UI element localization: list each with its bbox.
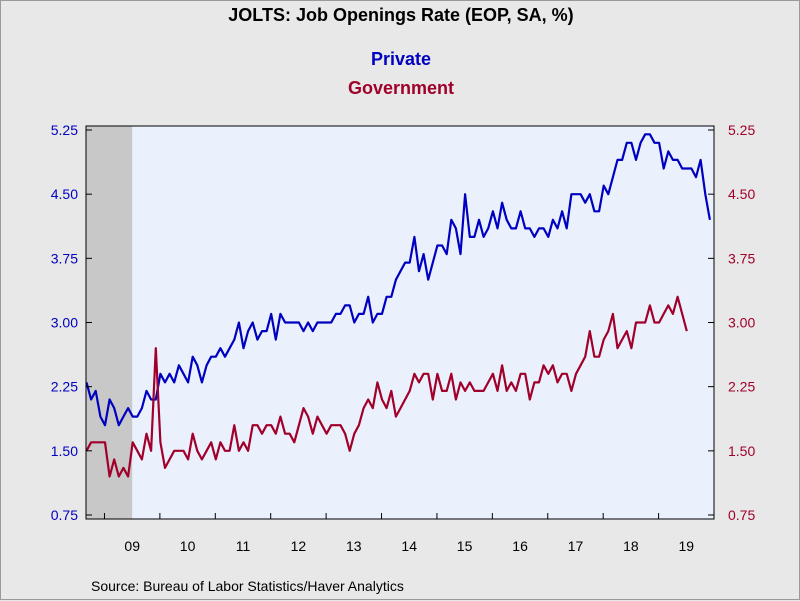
y-left-tick-label: 3.00	[51, 315, 78, 331]
y-left-tick-label: 5.25	[51, 122, 78, 138]
legend-private: Private	[371, 49, 431, 69]
y-right-tick-label: 0.75	[728, 507, 755, 523]
legend-government: Government	[348, 78, 454, 98]
x-tick-label: 09	[124, 538, 140, 554]
y-left-tick-label: 2.25	[51, 379, 78, 395]
x-tick-label: 12	[291, 538, 307, 554]
y-left-tick-label: 1.50	[51, 443, 78, 459]
series-line-private	[85, 133, 711, 427]
y-right-tick-label: 4.50	[728, 186, 755, 202]
plot-area	[86, 126, 714, 519]
recession-shading	[86, 126, 133, 519]
x-tick-label: 19	[679, 538, 695, 554]
x-tick-label: 15	[457, 538, 473, 554]
x-tick-label: 13	[346, 538, 362, 554]
x-tick-label: 16	[512, 538, 528, 554]
axis-layer: 0.75 1.50 2.25 3.00 3.75 4.50 5.25 0.75 1.50 2.25…	[51, 122, 756, 554]
y-left-tick-label: 4.50	[51, 186, 78, 202]
y-left-tick-label: 0.75	[51, 507, 78, 523]
y-right-tick-label: 3.75	[728, 250, 755, 266]
x-tick-label: 14	[401, 538, 417, 554]
x-tick-label: 10	[180, 538, 196, 554]
y-right-tick-label: 3.00	[728, 315, 755, 331]
y-right-tick-label: 2.25	[728, 379, 755, 395]
chart-title: JOLTS: Job Openings Rate (EOP, SA, %)	[228, 5, 573, 25]
source-note: Source: Bureau of Labor Statistics/Haver…	[91, 578, 404, 594]
x-tick-label: 11	[236, 538, 251, 554]
series-layer	[85, 133, 711, 478]
series-line-government	[85, 295, 688, 478]
x-tick-label: 18	[623, 538, 639, 554]
y-right-tick-label: 1.50	[728, 443, 755, 459]
recession-layer	[86, 126, 133, 519]
x-tick-label: 17	[568, 538, 584, 554]
y-left-tick-label: 3.75	[51, 250, 78, 266]
y-right-tick-label: 5.25	[728, 122, 755, 138]
